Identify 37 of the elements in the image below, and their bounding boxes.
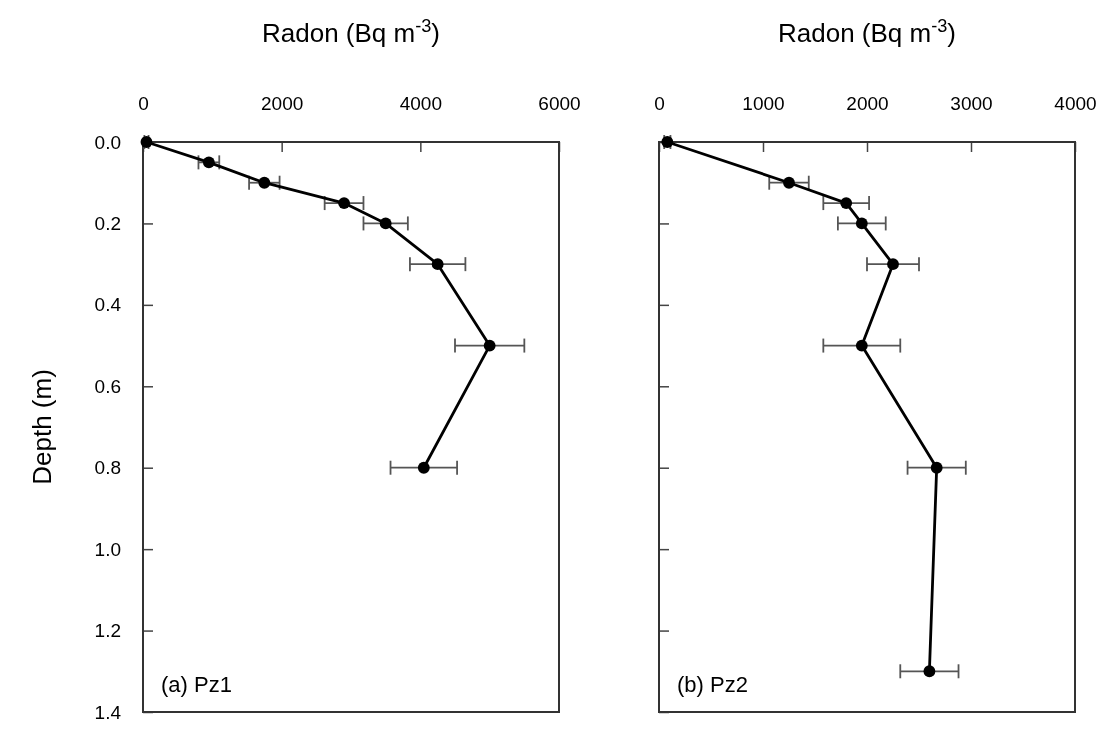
point	[140, 136, 153, 148]
annotation: (a) Pz1	[161, 672, 232, 697]
y-tick-label: 1.4	[94, 701, 122, 723]
point	[887, 258, 899, 271]
y-tick-label: 1.0	[94, 538, 121, 560]
y-tick-label: 0.6	[94, 375, 121, 397]
y-tick-label: 0.2	[94, 213, 121, 235]
point	[258, 176, 271, 189]
x-tick-label: 1000	[742, 93, 785, 114]
point	[855, 339, 868, 352]
point	[379, 217, 392, 230]
point	[855, 217, 868, 230]
y-tick-label: 0.8	[94, 457, 121, 479]
point	[783, 176, 795, 189]
x-tick-label: 4000	[399, 93, 442, 114]
point	[417, 461, 430, 474]
x-axis-title: Radon (Bq m$^{-3}$)	[261, 16, 441, 48]
x-tick-label: 2000	[846, 93, 889, 114]
x-axis-title: Radon (Bq m$^{-3}$)	[777, 16, 957, 48]
point	[923, 665, 936, 678]
x-tick-label: 3000	[950, 93, 993, 114]
x-tick-label: 0	[138, 93, 149, 114]
y-axis-title: Depth (m)	[27, 369, 57, 485]
point	[840, 197, 853, 209]
annotation: (b) Pz2	[677, 672, 748, 697]
point	[431, 258, 444, 271]
x-tick-label: 6000	[538, 93, 581, 114]
point	[930, 461, 943, 474]
y-tick-label: 1.2	[94, 620, 121, 642]
point	[483, 339, 496, 352]
point	[338, 197, 350, 209]
y-tick-label: 0.4	[94, 294, 122, 316]
x-tick-label: 4000	[1054, 93, 1097, 114]
point	[202, 156, 215, 169]
x-tick-label: 2000	[261, 93, 304, 114]
x-tick-label: 0	[654, 93, 665, 114]
y-tick-label: 0.0	[94, 131, 121, 153]
